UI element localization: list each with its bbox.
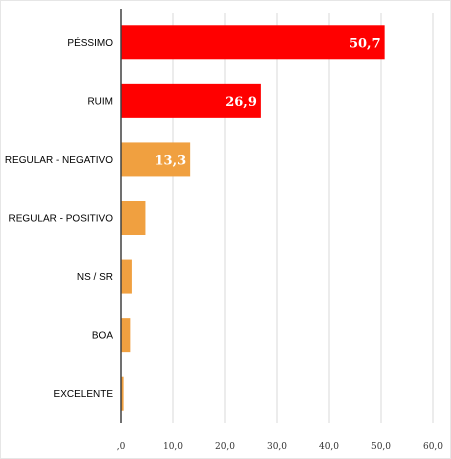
bar-5	[121, 318, 131, 353]
bar-2	[121, 142, 191, 177]
category-label-0: PÉSSIMO	[67, 36, 113, 49]
category-label-5: BOA	[92, 331, 113, 342]
data-label-0: 50,7	[349, 36, 381, 51]
bar-4	[121, 259, 132, 294]
data-label-5: 1,8	[131, 329, 154, 344]
bar-0	[121, 25, 385, 60]
bar-6	[121, 376, 124, 411]
x-tick-label-2: 20,0	[215, 442, 235, 452]
x-tick-label-6: 60,0	[423, 442, 443, 452]
category-label-4: NS / SR	[77, 272, 113, 283]
data-label-4: 2,1	[133, 271, 156, 286]
data-label-3: 4,7	[146, 212, 169, 227]
category-label-3: REGULAR - POSITIVO	[9, 214, 114, 225]
x-tick-label-5: 50,0	[371, 442, 391, 452]
category-label-2: REGULAR - NEGATIVO	[5, 155, 113, 166]
bar-3	[121, 201, 146, 235]
x-tick-label-3: 30,0	[267, 442, 287, 452]
x-tick-label-0: ,0	[117, 442, 126, 452]
category-label-1: RUIM	[87, 96, 113, 107]
data-label-1: 26,9	[225, 95, 257, 110]
data-label-2: 13,3	[154, 153, 186, 168]
x-tick-label-1: 10,0	[163, 442, 183, 452]
bar-1	[121, 83, 261, 118]
data-label-6: ,5	[125, 388, 139, 403]
x-tick-label-4: 40,0	[319, 442, 339, 452]
category-label-6: EXCELENTE	[54, 389, 114, 400]
